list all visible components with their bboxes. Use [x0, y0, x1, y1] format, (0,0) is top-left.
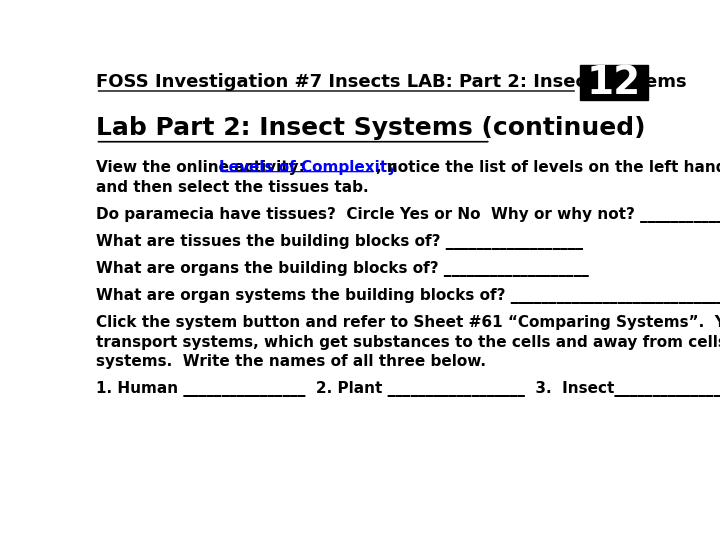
Text: What are organ systems the building blocks of? ______________________________: What are organ systems the building bloc… — [96, 288, 720, 304]
Text: 1. Human ________________  2. Plant __________________  3.  Insect______________: 1. Human ________________ 2. Plant _____… — [96, 381, 720, 397]
Text: Click the system button and refer to Sheet #61 “Comparing Systems”.  You will fo: Click the system button and refer to She… — [96, 315, 720, 330]
Text: and then select the tissues tab.: and then select the tissues tab. — [96, 180, 368, 195]
Text: Do paramecia have tissues?  Circle Yes or No  Why or why not? __________________: Do paramecia have tissues? Circle Yes or… — [96, 207, 720, 223]
Text: Lab Part 2: Insect Systems (continued): Lab Part 2: Insect Systems (continued) — [96, 116, 645, 139]
FancyBboxPatch shape — [580, 65, 648, 100]
Text: What are organs the building blocks of? ___________________: What are organs the building blocks of? … — [96, 261, 588, 277]
Text: Levels of Complexity: Levels of Complexity — [220, 160, 397, 176]
Text: What are tissues the building blocks of? __________________: What are tissues the building blocks of?… — [96, 234, 582, 250]
Text: transport systems, which get substances to the cells and away from cells.  There: transport systems, which get substances … — [96, 335, 720, 350]
Text: systems.  Write the names of all three below.: systems. Write the names of all three be… — [96, 354, 485, 369]
Text: 12: 12 — [586, 64, 641, 102]
Text: FOSS Investigation #7 Insects LAB: Part 2: Insect Systems: FOSS Investigation #7 Insects LAB: Part … — [96, 73, 686, 91]
Text: , notice the list of levels on the left hand side: , notice the list of levels on the left … — [376, 160, 720, 176]
Text: View the online activity:: View the online activity: — [96, 160, 315, 176]
